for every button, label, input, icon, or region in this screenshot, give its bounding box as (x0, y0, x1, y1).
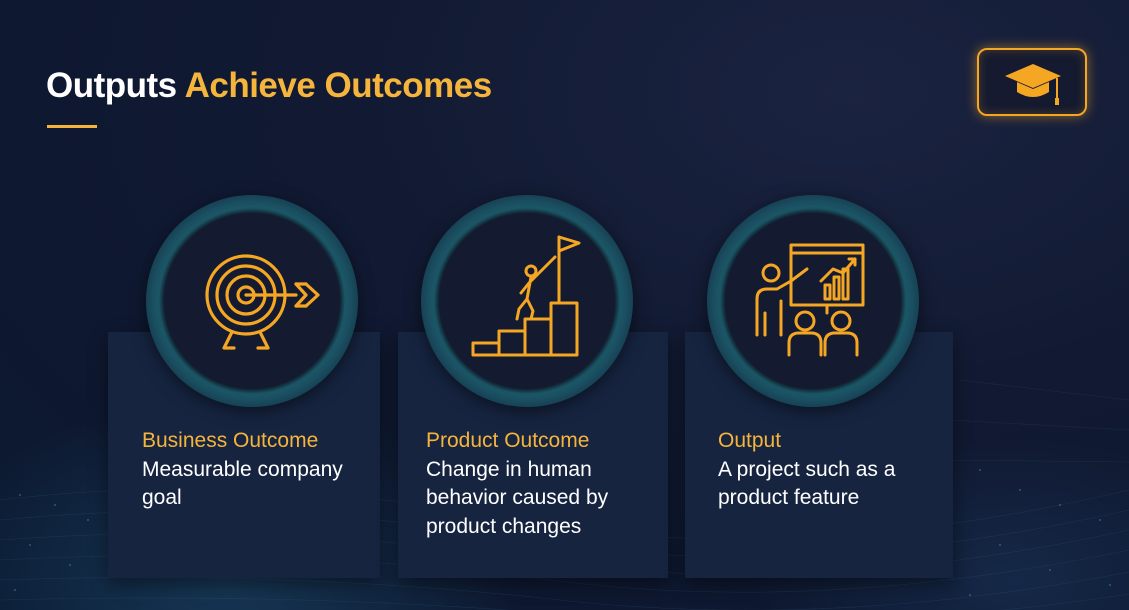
climbing-stairs-flag-icon (471, 235, 581, 357)
title-accent: Achieve Outcomes (184, 66, 493, 105)
ring-inner (725, 213, 901, 389)
title-plain: Outputs (46, 66, 177, 105)
card-heading: Product Outcome (426, 429, 590, 452)
target-icon (205, 254, 320, 350)
card-description: Change in human behavior caused by produ… (426, 457, 609, 538)
product-outcome-text: Product Outcome Change in human behavior… (426, 427, 662, 541)
course-badge[interactable] (977, 48, 1087, 116)
target-ring (146, 195, 358, 407)
output-text: Output A project such as a product featu… (718, 427, 948, 513)
presentation-ring (707, 195, 919, 407)
card-heading: Business Outcome (142, 429, 319, 452)
presentation-icon (755, 243, 865, 357)
climb-ring (421, 195, 633, 407)
card-description: Measurable company goal (142, 457, 343, 510)
title-underline (47, 125, 97, 128)
graduation-cap-icon (1005, 64, 1061, 105)
slide-title: Outputs Achieve Outcomes (46, 66, 492, 106)
card-heading: Output (718, 429, 782, 452)
card-description: A project such as a product feature (718, 457, 896, 510)
business-outcome-text: Business Outcome Measurable company goal (142, 427, 378, 513)
